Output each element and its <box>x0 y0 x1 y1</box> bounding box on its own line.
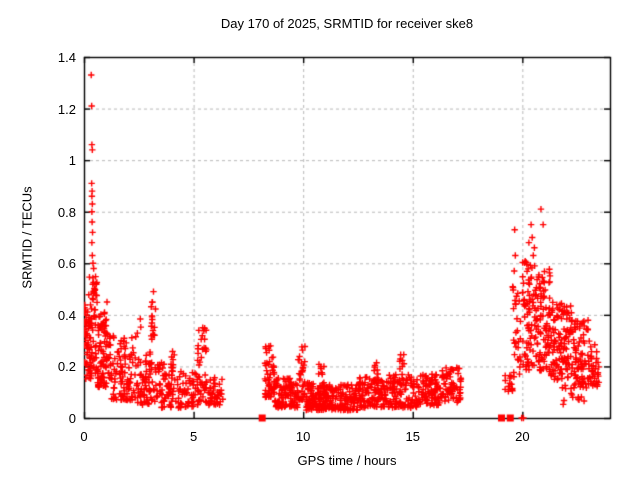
x-tick-label: 20 <box>515 429 530 444</box>
y-axis-label: SRMTID / TECUs <box>19 186 35 289</box>
y-tick-label: 0.2 <box>57 359 76 375</box>
y-tick-label: 0.8 <box>57 204 76 220</box>
x-tick-label: 5 <box>189 429 198 444</box>
y-tick-label: 0.4 <box>57 307 76 323</box>
y-tick-label: 1 <box>68 153 76 169</box>
x-tick-label: 0 <box>80 429 88 444</box>
chart-title: Day 170 of 2025, SRMTID for receiver ske… <box>220 16 474 31</box>
y-tick-label: 1.4 <box>57 50 76 65</box>
y-tick-label: 0.6 <box>57 256 76 272</box>
x-tick-label: 10 <box>295 429 311 444</box>
x-tick-label: 15 <box>405 429 420 444</box>
x-axis-label: GPS time / hours <box>297 453 397 468</box>
y-tick-label: 1.2 <box>57 101 76 117</box>
y-tick-label: 0 <box>68 411 76 426</box>
